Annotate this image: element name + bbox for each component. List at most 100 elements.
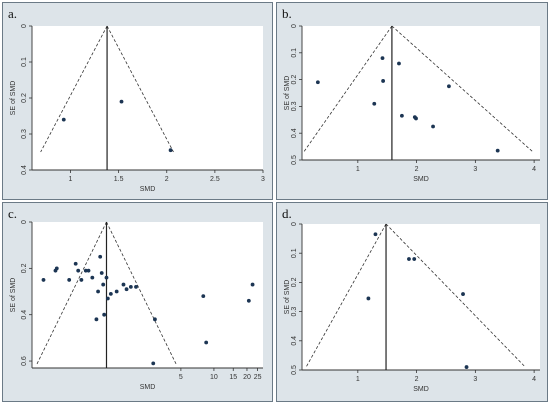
funnel-left-limit	[35, 221, 107, 366]
study-point	[464, 365, 469, 369]
study-point	[407, 257, 411, 261]
study-point	[397, 61, 401, 66]
x-tick-label: 2	[165, 176, 169, 183]
panel-b: 0 0.1 0.2 0.3 0.4 0.5 1 2 3 4 SMD SE of SMD b.	[276, 2, 548, 200]
x-tick-label: 5	[179, 374, 183, 381]
study-point	[76, 268, 81, 273]
study-point	[98, 254, 103, 259]
y-tick-label: 0.5	[291, 155, 298, 165]
study-point	[447, 84, 451, 89]
study-point	[83, 268, 88, 273]
x-tick-label: 3	[473, 166, 477, 173]
study-point	[61, 117, 66, 122]
panel-label: b.	[282, 6, 292, 21]
y-tick-label: 0	[291, 222, 298, 226]
study-point	[315, 80, 320, 85]
funnel-right-limit	[391, 25, 534, 153]
panel-border	[276, 2, 548, 200]
study-point	[134, 284, 138, 289]
study-point	[461, 292, 465, 296]
x-tick-label: 1.5	[114, 176, 124, 183]
study-point	[96, 289, 100, 294]
y-tick-label: 0.4	[291, 336, 298, 346]
y-tick-label: 0.2	[21, 263, 28, 273]
study-point	[151, 361, 156, 366]
x-axis-title: SMD	[413, 386, 429, 393]
panel-d: 0 0.1 0.2 0.3 0.4 0.5 1 2 3 4 SMD SE of SMD d.	[276, 202, 548, 402]
study-point	[119, 99, 124, 104]
y-axis-title: SE of SMD	[284, 76, 291, 111]
study-point	[124, 287, 129, 292]
study-point	[73, 261, 78, 266]
plot-area	[302, 26, 540, 160]
y-tick-label: 0.1	[21, 57, 28, 67]
plot-area	[32, 222, 263, 368]
y-tick-label: 0	[21, 220, 28, 224]
y-tick-label: 0	[291, 24, 298, 28]
study-point	[114, 289, 119, 294]
x-tick-label: 4	[532, 376, 536, 383]
y-axis-title: SE of SMD	[284, 280, 291, 315]
study-point	[412, 257, 417, 261]
study-point	[153, 317, 157, 322]
study-point	[431, 124, 435, 129]
study-point	[373, 232, 378, 237]
study-point	[168, 148, 173, 153]
panel-border	[2, 2, 273, 200]
x-tick-label: 3	[261, 176, 265, 183]
y-tick-label: 0.3	[21, 129, 28, 139]
x-axis-title: SMD	[413, 176, 429, 183]
study-point	[108, 291, 113, 296]
funnel-right-limit	[385, 223, 526, 368]
x-tick-label: 2	[415, 166, 419, 173]
y-tick-label: 0.4	[21, 310, 28, 320]
y-tick-label: 0.4	[291, 128, 298, 138]
study-point	[104, 275, 109, 280]
plot-area	[32, 26, 263, 170]
x-tick-label: 20	[243, 374, 251, 381]
study-point	[366, 296, 371, 301]
panel-border	[2, 202, 273, 402]
y-tick-label: 0.1	[291, 248, 298, 258]
study-point	[121, 282, 126, 287]
funnel-left-limit	[305, 223, 387, 368]
study-point	[41, 278, 46, 282]
y-tick-label: 0.2	[291, 75, 298, 85]
study-point	[414, 116, 418, 121]
panel-border	[276, 202, 548, 402]
x-tick-label: 10	[210, 374, 218, 381]
y-tick-label: 0.1	[291, 48, 298, 58]
x-tick-label: 4	[532, 166, 536, 173]
study-point	[495, 148, 500, 153]
funnel-right-limit	[106, 221, 178, 366]
study-point	[381, 79, 385, 83]
y-tick-label: 0.3	[291, 307, 298, 317]
study-point	[204, 340, 209, 345]
funnel-left-limit	[303, 25, 393, 153]
study-point	[250, 282, 255, 287]
y-tick-label: 0.3	[291, 101, 298, 111]
study-point	[99, 271, 104, 275]
study-point	[102, 312, 107, 317]
study-point	[86, 268, 91, 273]
panel-label: d.	[282, 206, 292, 221]
study-point	[128, 284, 133, 289]
x-tick-label: 3	[473, 376, 477, 383]
x-tick-label: 1	[356, 376, 360, 383]
study-point	[94, 317, 99, 322]
study-point	[90, 275, 95, 280]
y-tick-label: 0.2	[21, 93, 28, 103]
y-axis-title: SE of SMD	[10, 81, 17, 116]
panel-label: c.	[8, 206, 17, 221]
study-point	[79, 278, 84, 282]
panel-c: 0 0.2 0.4 0.6 5 10 15 20 25 SMD SE of SMD c.	[2, 202, 273, 402]
x-tick-label: 2	[415, 376, 419, 383]
study-point	[67, 278, 72, 282]
x-axis-title: SMD	[140, 384, 156, 391]
plot-area	[302, 224, 540, 370]
panel-a: 0 0.1 0.2 0.3 0.4 1 1.5 2 2.5 3 SMD SE of SMD a.	[2, 2, 273, 200]
panel-label: a.	[8, 6, 17, 21]
y-tick-label: 0	[21, 24, 28, 28]
